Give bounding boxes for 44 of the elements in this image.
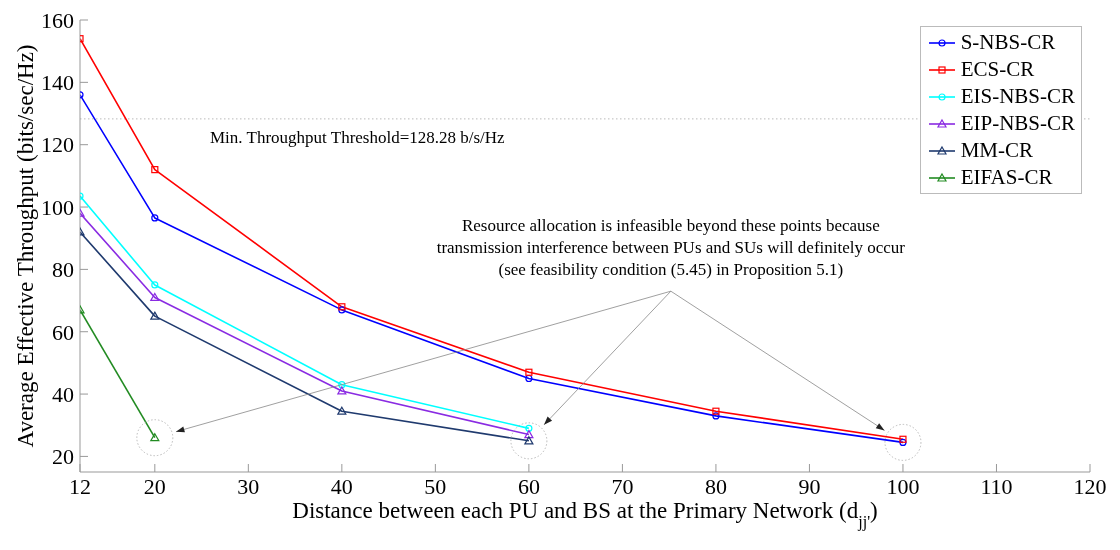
point bbox=[712, 407, 720, 415]
x-tick-label: 100 bbox=[886, 473, 920, 499]
y-axis-title: Average Effective Throughput (bits/sec/Hz) bbox=[13, 44, 39, 448]
point bbox=[524, 429, 534, 439]
x-tick-label: 110 bbox=[980, 473, 1013, 499]
y-tick-label: 140 bbox=[41, 70, 74, 96]
point bbox=[712, 412, 720, 420]
legend-label: EIFAS-CR bbox=[960, 165, 1053, 190]
legend-label: EIP-NBS-CR bbox=[960, 111, 1075, 136]
point bbox=[151, 281, 159, 289]
point bbox=[150, 311, 160, 320]
y-tick-label: 120 bbox=[41, 132, 74, 158]
x-tick-label: 90 bbox=[798, 473, 821, 499]
x-axis-title: Distance between each PU and BS at the Primary Network (d$_{jj'}$) bbox=[292, 498, 878, 531]
x-tick-label: 40 bbox=[330, 473, 353, 499]
legend-label: ECS-CR bbox=[960, 57, 1035, 82]
y-tick-label: 160 bbox=[41, 7, 74, 33]
point bbox=[525, 374, 533, 383]
point bbox=[151, 214, 159, 222]
x-tick-label: 50 bbox=[424, 473, 447, 499]
point bbox=[338, 381, 346, 389]
y-tick-label: 20 bbox=[52, 444, 74, 470]
legend-label: S-NBS-CR bbox=[960, 30, 1056, 55]
y-tick-label: 100 bbox=[41, 194, 74, 220]
x-tick-label: 70 bbox=[611, 473, 634, 499]
x-tick-label: 30 bbox=[237, 473, 260, 499]
y-tick-label: 40 bbox=[52, 381, 74, 407]
x-tick-label: 12 bbox=[69, 473, 91, 499]
annotation: Resource allocation is infeasible beyond these points because transmission interference between PUs and SUs will definitely occur (see feasibility condition (5.45) in Proposition 5.1) bbox=[435, 215, 906, 282]
y-tick-label: 80 bbox=[52, 257, 74, 283]
ref-line-label: Min. Throughput Threshold=128.28 b/s/Hz bbox=[210, 127, 506, 147]
point bbox=[525, 368, 533, 376]
y-tick-label: 60 bbox=[52, 319, 74, 345]
x-tick-label: 20 bbox=[143, 473, 166, 499]
legend-label: EIS-NBS-CR bbox=[960, 84, 1075, 109]
legend-label: MM-CR bbox=[960, 138, 1033, 163]
x-tick-label: 60 bbox=[517, 473, 540, 499]
x-tick-label: 80 bbox=[704, 473, 727, 499]
point bbox=[337, 406, 347, 415]
x-tick-label: 120 bbox=[1073, 473, 1107, 499]
point bbox=[525, 424, 533, 432]
point bbox=[151, 166, 159, 174]
point bbox=[337, 386, 347, 395]
point bbox=[150, 292, 160, 302]
